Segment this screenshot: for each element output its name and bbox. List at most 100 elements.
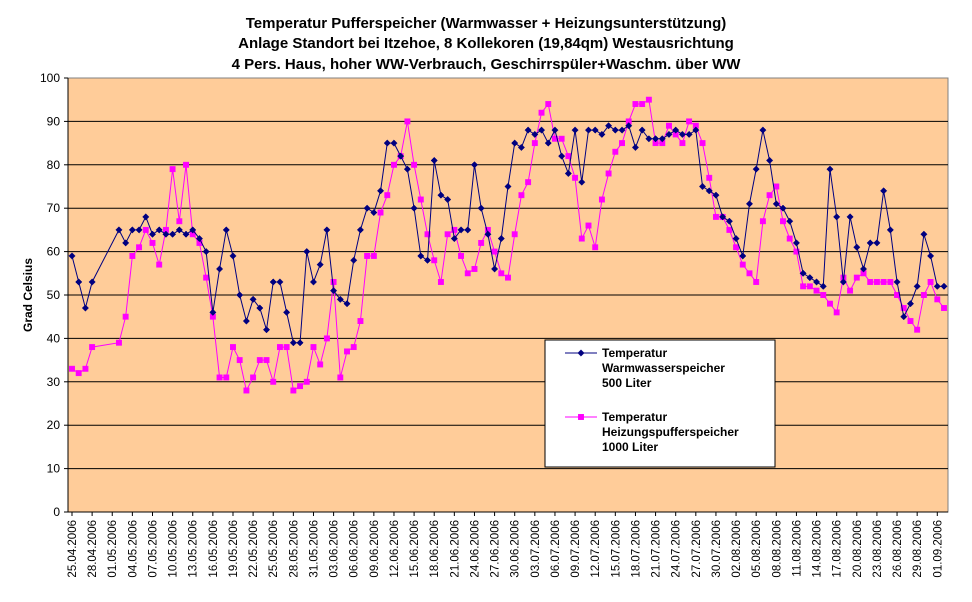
series-2-point xyxy=(310,344,317,351)
series-2-point xyxy=(276,344,283,351)
series-1-point xyxy=(833,213,841,221)
y-tick-label: 60 xyxy=(47,245,61,259)
series-1-point xyxy=(330,287,338,295)
series-1-point xyxy=(477,204,485,212)
series-1-point xyxy=(457,226,465,234)
x-tick-label: 21.07.2006 xyxy=(651,520,663,578)
series-2-point xyxy=(203,274,210,281)
series-1-point xyxy=(558,152,566,160)
series-1-point xyxy=(142,213,150,221)
series-1-point xyxy=(403,165,411,173)
series-2-point xyxy=(525,179,532,186)
series-2-point xyxy=(820,292,827,298)
series-2-point xyxy=(505,274,511,281)
series-1-point xyxy=(752,165,760,173)
series-1-point xyxy=(631,143,639,151)
series-2-point xyxy=(471,266,478,272)
series-2-point xyxy=(699,140,706,147)
x-tick-label: 25.04.2006 xyxy=(67,520,79,578)
series-1-point xyxy=(504,182,512,191)
series-2-point xyxy=(498,270,505,277)
series-2-point xyxy=(598,196,605,203)
series-1-point xyxy=(497,235,505,243)
series-2-point xyxy=(605,170,612,177)
series-2-point xyxy=(458,252,464,259)
y-tick-label: 0 xyxy=(53,505,60,519)
series-2-point xyxy=(357,318,364,324)
x-tick-label: 30.07.2006 xyxy=(711,520,723,578)
legend-text-line: Warmwasserspeicher xyxy=(602,361,725,375)
x-tick-label: 24.06.2006 xyxy=(469,520,481,578)
series-1-point xyxy=(155,226,163,234)
series-1-point xyxy=(605,122,613,130)
series-1 xyxy=(68,122,948,347)
series-2-point xyxy=(712,213,719,220)
series-1-point xyxy=(813,278,821,286)
series-2-point xyxy=(283,344,290,351)
legend-text-line: 1000 Liter xyxy=(602,440,658,454)
x-tick-label: 01.09.2006 xyxy=(932,520,944,578)
series-1-point xyxy=(296,339,304,347)
series-2-point xyxy=(236,357,243,364)
series-2-point xyxy=(303,378,310,385)
series-2-point xyxy=(437,279,444,285)
series-2-point xyxy=(545,101,552,107)
series-1-point xyxy=(705,187,713,195)
series-1-point xyxy=(645,135,653,143)
y-tick-label: 100 xyxy=(40,71,60,85)
series-2-point xyxy=(169,166,176,173)
series-1-point xyxy=(383,139,391,147)
series-2-point xyxy=(592,244,599,251)
series-1-point xyxy=(933,282,941,290)
series-2-point xyxy=(391,161,397,168)
series-2-point xyxy=(69,365,75,372)
series-1-point xyxy=(725,217,733,225)
series-1-point xyxy=(698,182,707,191)
series-1-point xyxy=(900,313,908,321)
series-2-point xyxy=(370,252,377,259)
x-tick-label: 08.08.2006 xyxy=(771,520,783,578)
series-2-point xyxy=(243,387,250,394)
series-2-point xyxy=(934,296,941,303)
series-2-point xyxy=(142,226,149,233)
x-tick-label: 05.08.2006 xyxy=(751,520,763,578)
series-1-point xyxy=(638,126,646,134)
series-2-point xyxy=(800,283,807,290)
series-1-point xyxy=(249,295,257,303)
chart-title-line-3: 4 Pers. Haus, hoher WW-Verbrauch, Geschi… xyxy=(232,56,742,73)
series-1-point xyxy=(866,239,874,247)
series-1-point xyxy=(175,226,183,234)
legend-text-line: Heizungspufferspeicher xyxy=(602,425,739,439)
series-1-point xyxy=(584,126,593,134)
series-1-point xyxy=(927,252,935,260)
x-tick-label: 03.06.2006 xyxy=(329,520,341,578)
series-2-point xyxy=(827,300,833,307)
series-2-point xyxy=(176,218,183,225)
series-2-point xyxy=(813,287,820,294)
series-1-point xyxy=(343,300,351,308)
series-1-point xyxy=(169,230,177,238)
series-1-point xyxy=(853,243,861,251)
series-1-point xyxy=(444,195,452,204)
series-2-point xyxy=(511,231,518,238)
series-1-point xyxy=(417,252,425,260)
series-2-point xyxy=(82,365,89,372)
series-1-point xyxy=(598,130,606,138)
x-tick-label: 16.05.2006 xyxy=(208,520,220,578)
series-2-point xyxy=(183,161,189,168)
x-tick-label: 15.06.2006 xyxy=(409,520,421,578)
series-layer xyxy=(68,96,948,394)
series-2-point xyxy=(914,326,921,333)
series-2-point xyxy=(317,361,324,368)
series-1-point xyxy=(920,230,928,238)
series-2-point xyxy=(518,192,525,199)
series-2-point xyxy=(451,226,458,233)
series-1-point xyxy=(491,265,499,273)
series-1-point xyxy=(806,274,814,282)
series-1-point xyxy=(122,239,130,247)
x-axis: 25.04.2006 28.04.2006 01.05.2006 04.05.2006… xyxy=(67,511,948,578)
series-1-point xyxy=(839,278,847,286)
series-1-point xyxy=(229,252,237,260)
